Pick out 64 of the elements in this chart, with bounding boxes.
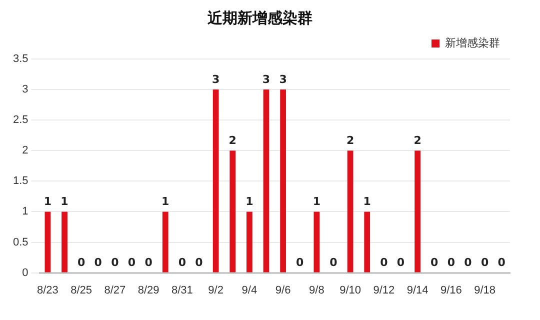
bar [230, 150, 236, 272]
bar [44, 212, 51, 272]
data-label: 0 [447, 256, 456, 270]
legend-label: 新增感染群 [445, 36, 500, 50]
y-tick-label: 3 [22, 84, 28, 96]
data-label: 0 [296, 256, 304, 270]
x-tick-label: 8/29 [138, 284, 160, 296]
bar [347, 150, 354, 272]
x-tick-label: 9/2 [208, 284, 224, 296]
bar [62, 212, 68, 272]
bar [162, 212, 168, 272]
data-label: 1 [44, 195, 52, 208]
x-tick-label: 9/10 [340, 284, 362, 296]
data-label: 0 [144, 256, 153, 270]
data-label: 3 [262, 72, 270, 86]
y-tick-label: 3.5 [12, 53, 28, 66]
data-label: 0 [94, 256, 102, 270]
data-label: 2 [228, 134, 236, 147]
data-label: 0 [195, 256, 204, 270]
x-tick-label: 9/8 [309, 284, 324, 296]
data-label: 1 [162, 195, 170, 208]
y-tick-label: 0.5 [12, 236, 28, 248]
y-tick-label: 0 [22, 266, 28, 279]
x-tick-label: 9/18 [474, 284, 496, 296]
bar [314, 212, 320, 272]
data-label: 1 [312, 195, 320, 208]
x-tick-label: 8/23 [36, 284, 58, 296]
y-tick-label: 1.5 [12, 175, 28, 188]
bar [246, 212, 252, 272]
data-label: 0 [480, 256, 489, 270]
data-label: 0 [396, 256, 405, 270]
data-label: 3 [212, 72, 220, 86]
x-tick-label: 9/14 [406, 284, 428, 296]
data-label: 0 [330, 256, 338, 270]
data-label: 2 [346, 134, 354, 147]
bar [364, 212, 370, 272]
bar [414, 150, 420, 272]
x-tick-label: 9/12 [373, 284, 395, 296]
y-tick-label: 2.5 [12, 114, 28, 126]
y-tick-label: 1 [22, 206, 28, 218]
x-tick-label: 8/27 [104, 284, 126, 296]
data-label: 0 [430, 256, 439, 270]
x-tick-label: 9/4 [242, 284, 258, 296]
data-label: 0 [128, 256, 136, 270]
data-label: 1 [60, 195, 68, 208]
y-tick-label: 2 [22, 144, 28, 157]
bar [263, 90, 270, 272]
data-label: 0 [464, 256, 472, 270]
data-label: 2 [414, 134, 422, 147]
data-label: 0 [178, 256, 186, 270]
x-tick-label: 8/25 [70, 284, 92, 296]
bar [280, 90, 286, 272]
data-label: 0 [111, 256, 120, 270]
data-label: 1 [246, 195, 254, 208]
x-tick-label: 8/31 [171, 284, 193, 296]
data-label: 0 [380, 256, 388, 270]
data-label: 3 [279, 72, 287, 86]
chart-title: 近期新增感染群 [206, 9, 312, 28]
bar [212, 90, 219, 272]
data-label: 0 [498, 256, 506, 270]
data-label: 0 [77, 256, 86, 270]
x-tick-label: 9/16 [440, 284, 462, 296]
data-label: 1 [363, 195, 371, 208]
x-tick-label: 9/6 [275, 284, 291, 296]
